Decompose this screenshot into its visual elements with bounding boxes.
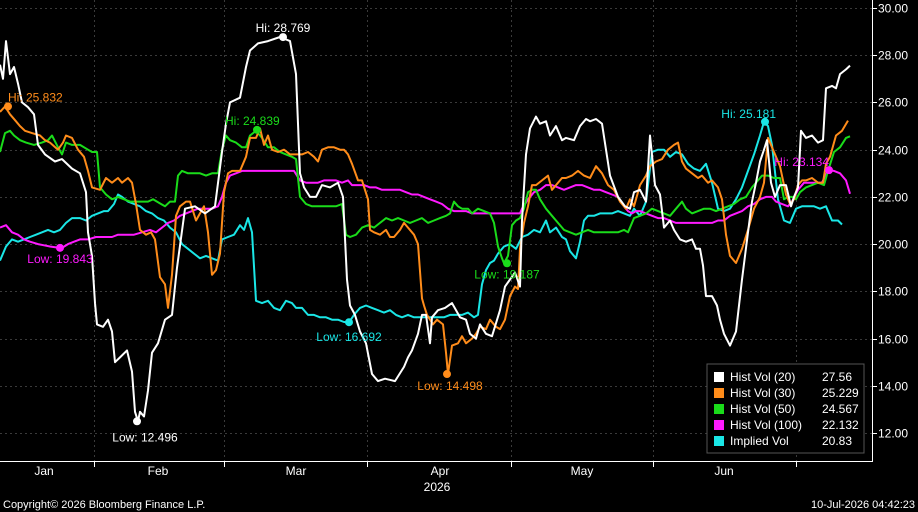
annotation-marker xyxy=(761,117,769,126)
annotation-label: Hi: 25.832 xyxy=(8,90,63,104)
y-tick-label: 28.00 xyxy=(878,49,908,63)
legend-label: Hist Vol (30) xyxy=(730,386,795,400)
y-axis: 12.00 14.00 16.00 18.00 20.00 22.00 24.00 26.00… xyxy=(872,0,908,462)
y-tick-label: 12.00 xyxy=(878,427,908,441)
legend-value: 24.567 xyxy=(822,402,859,416)
annotation-marker xyxy=(503,259,511,268)
x-tick-label: Mar xyxy=(286,464,307,478)
annotation-markers: Hi: 28.769 Low: 12.496 Hi: 25.832 Low: 14.4… xyxy=(4,21,833,444)
legend-box xyxy=(706,363,865,454)
y-tick-label: 14.00 xyxy=(878,380,908,394)
legend-label: Hist Vol (50) xyxy=(730,402,795,416)
annotation-marker xyxy=(133,417,141,426)
x-tick-label: May xyxy=(571,464,594,478)
footer-timestamp: 10-Jul-2026 04:42:23 xyxy=(811,499,915,511)
series-lines xyxy=(0,36,851,423)
legend-value: 25.229 xyxy=(822,386,859,400)
legend-swatch xyxy=(714,404,724,414)
x-tick-label: Feb xyxy=(148,464,169,478)
annotation-marker xyxy=(56,243,64,252)
annotation-label: Hi: 23.134 xyxy=(774,155,829,169)
annotation-marker xyxy=(253,125,261,134)
annotation-label: Hi: 24.839 xyxy=(225,114,280,128)
annotation-label: Low: 12.496 xyxy=(112,430,178,444)
annotation-marker xyxy=(443,370,451,379)
annotation-label: Low: 16.692 xyxy=(316,330,382,344)
series-line xyxy=(0,36,851,423)
annotation-marker xyxy=(279,33,287,42)
legend-swatch xyxy=(714,388,724,398)
series-line xyxy=(0,169,851,249)
y-tick-label: 18.00 xyxy=(878,285,908,299)
y-tick-label: 20.00 xyxy=(878,238,908,252)
legend-swatch xyxy=(714,372,724,382)
x-tick-label: Apr xyxy=(431,464,450,478)
footer-copyright: Copyright© 2026 Bloomberg Finance L.P. xyxy=(3,499,205,511)
x-tick-label: Jan xyxy=(34,464,53,478)
legend-swatch xyxy=(714,420,724,430)
legend-value: 20.83 xyxy=(822,434,852,448)
y-tick-label: 16.00 xyxy=(878,333,908,347)
y-tick-label: 26.00 xyxy=(878,96,908,110)
legend: Hist Vol (20) 27.56 Hist Vol (30) 25.229 His… xyxy=(706,363,865,454)
legend-label: Implied Vol xyxy=(730,434,789,448)
series-line xyxy=(0,129,851,265)
annotation-marker xyxy=(825,166,833,175)
legend-label: Hist Vol (20) xyxy=(730,370,795,384)
annotation-marker xyxy=(345,318,353,327)
x-axis-year-label: 2026 xyxy=(424,480,451,494)
annotation-label: Hi: 25.181 xyxy=(721,107,776,121)
grid-lines xyxy=(0,0,872,461)
x-tick-label: Jun xyxy=(714,464,733,478)
annotation-label: Low: 14.498 xyxy=(417,379,483,393)
legend-label: Hist Vol (100) xyxy=(730,418,802,432)
series-line xyxy=(0,105,849,375)
annotation-label: Low: 19.843 xyxy=(27,252,93,266)
annotation-label: Hi: 28.769 xyxy=(256,21,311,35)
y-tick-label: 30.00 xyxy=(878,2,908,16)
legend-swatch xyxy=(714,436,724,446)
annotation-marker xyxy=(4,102,12,111)
x-axis: 2026 Jan Feb Mar Apr May Jun xyxy=(0,461,873,494)
legend-value: 27.56 xyxy=(822,370,852,384)
y-tick-label: 24.00 xyxy=(878,144,908,158)
y-tick-label: 22.00 xyxy=(878,191,908,205)
annotation-label: Low: 19.187 xyxy=(474,267,540,281)
legend-value: 22.132 xyxy=(822,418,859,432)
